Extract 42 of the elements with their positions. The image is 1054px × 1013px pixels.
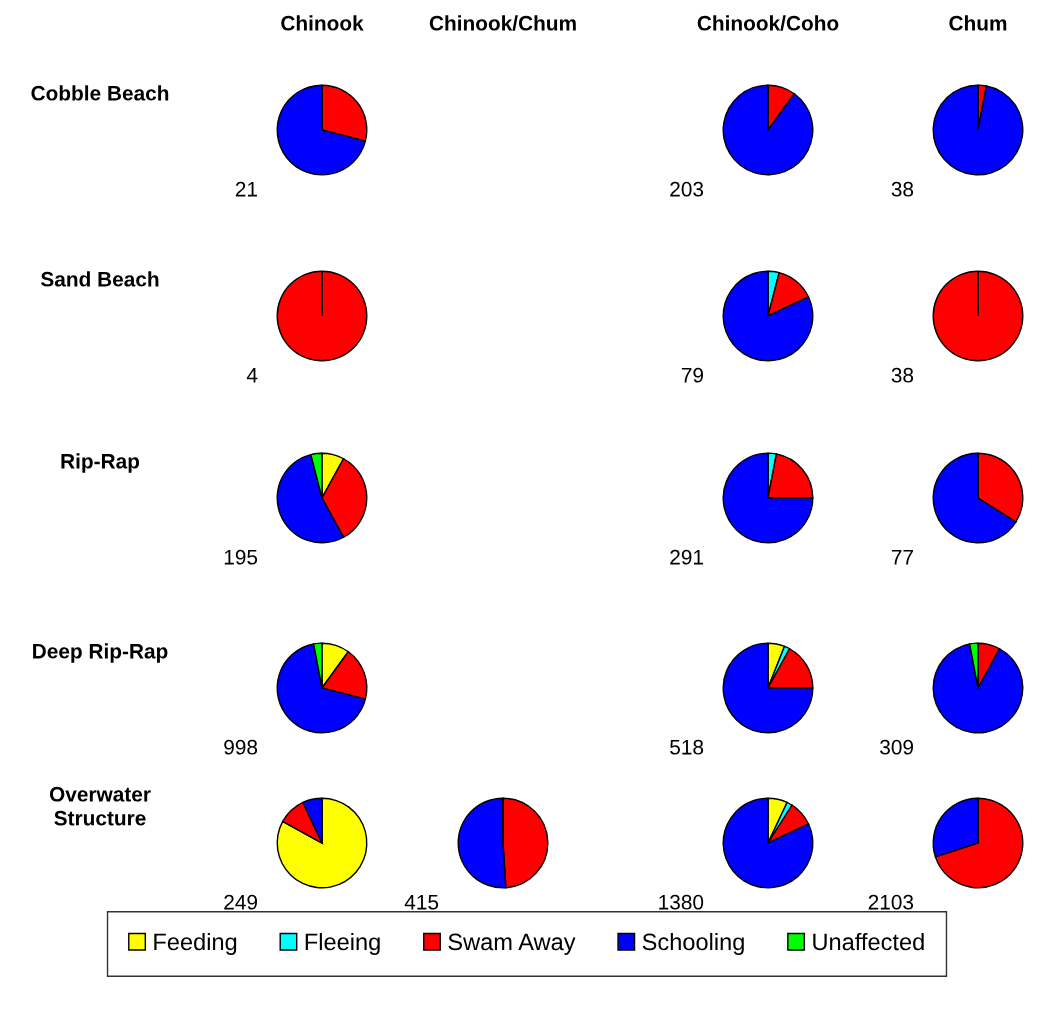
text: 77 [891,550,913,565]
text: 518 [670,739,704,755]
chart-title: Chinook/Coho [697,15,839,31]
text: 2103 [868,894,914,910]
legend-label: Schooling [642,932,744,955]
pie-slice [722,270,814,362]
text: 195 [224,549,258,565]
text: 415 [404,895,439,910]
pie-slice [722,642,814,734]
text: Cobble Beach [31,85,169,101]
text: 38 [891,367,914,383]
text: 38 [891,181,914,197]
text: Rip-Rap [61,453,140,473]
text: 79 [681,367,704,383]
text: Chinook/Chum [429,15,576,31]
pie-slice [276,797,368,889]
legend-label: Fleeing [305,932,380,955]
text: 998 [224,739,258,755]
text: 309 [880,739,914,755]
legend-label: Unaffected [813,932,924,951]
pie-slice [722,452,814,544]
text: 203 [670,181,704,197]
pie-slice [282,801,323,844]
legend-label: Feeding [154,932,237,955]
pie-slice [932,643,1024,734]
text: 21 [235,181,257,197]
text: Deep Rip-Rap [33,643,168,663]
pie-slice [276,643,367,734]
text: 1380 [659,894,704,910]
legend-label: Swam Away [448,933,576,955]
pie-slice [722,84,814,176]
chart-title: Chinook [281,15,364,31]
text: Overwater Structure [49,786,151,826]
pie-slice [276,84,367,176]
pie-slice [932,84,1024,176]
chart-title: Chum [949,15,1007,31]
text: 291 [670,549,703,565]
pie-slice [722,797,814,889]
text: 4 [246,368,258,383]
text: 249 [224,894,258,910]
pie-slice [934,797,1024,889]
text: Sand Beach [40,271,159,287]
